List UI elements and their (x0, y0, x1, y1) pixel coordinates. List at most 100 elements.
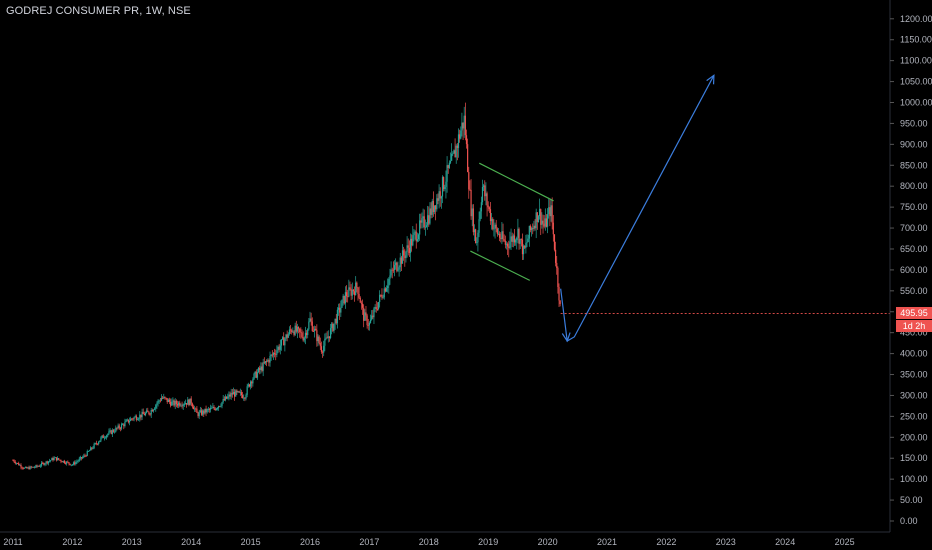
last-price-badge: 495.95 (896, 307, 932, 319)
candle-body (540, 209, 542, 225)
candle-body (414, 231, 416, 233)
candle-body (116, 427, 118, 429)
candle-body (310, 318, 312, 322)
candle-body (13, 460, 15, 462)
symbol-title[interactable]: GODREJ CONSUMER PR, 1W, NSE (6, 5, 191, 17)
candle-body (451, 153, 453, 161)
candle-body (408, 247, 410, 253)
candle-body (19, 464, 21, 466)
candle-body (317, 336, 319, 342)
candle-body (154, 408, 156, 410)
candle-body (213, 406, 215, 409)
candle-body (515, 240, 517, 243)
candle-body (150, 410, 152, 415)
candle-body (95, 443, 97, 444)
candle-body (18, 463, 20, 466)
candle-body (477, 232, 479, 243)
candle-body (445, 181, 447, 187)
candle-body (308, 321, 310, 330)
candle-body (448, 162, 450, 168)
candle-body (58, 458, 60, 460)
candle-body (229, 394, 231, 397)
candle-body (122, 424, 124, 426)
candle-body (173, 400, 175, 406)
candle-body (232, 392, 235, 395)
candle-body (220, 405, 222, 407)
candle-body (157, 400, 159, 404)
channel-upper-line (479, 162, 554, 202)
time-axis[interactable]: 2011 2012 2013 2014 2015 2016 2017 2018 2019 2020… (3, 537, 854, 547)
candle-body (205, 408, 207, 413)
candle-body (263, 362, 265, 364)
candle-body (184, 403, 187, 405)
candle-body (140, 414, 142, 418)
candle-body (148, 411, 150, 414)
candle-body (168, 399, 171, 402)
candle-body (242, 395, 244, 398)
candle-body (14, 461, 16, 464)
candle-body (146, 410, 148, 413)
candle-body (480, 202, 482, 212)
candle-body (255, 371, 257, 378)
time-tick-label: 2014 (181, 537, 201, 547)
candle-body (516, 237, 518, 241)
candle-body (271, 354, 273, 356)
price-tick-label: 1100.00 (900, 56, 932, 66)
candle-body (559, 300, 561, 305)
candle-body (347, 296, 349, 298)
price-axis[interactable]: 0.00 50.00 100.00 150.00 200.00 250.00 300.00 3… (890, 14, 932, 526)
candle-body (309, 318, 311, 322)
candle-body (92, 448, 94, 449)
candle-body (478, 219, 480, 233)
candle-body (59, 459, 61, 461)
candle-body (436, 198, 438, 210)
candle-body (21, 467, 23, 469)
candle-body (352, 289, 355, 292)
candle-body (272, 353, 275, 356)
candle-body (291, 330, 293, 332)
candle-body (224, 396, 227, 401)
candle-body (159, 400, 161, 402)
candle-body (79, 457, 81, 459)
candle-body (43, 463, 45, 465)
candle-body (221, 402, 223, 406)
candle-body (203, 410, 205, 414)
candle-body (126, 419, 128, 421)
candle-body (132, 418, 134, 420)
candle-body (28, 467, 30, 470)
candle-body (355, 282, 357, 296)
candle-body (444, 186, 446, 190)
candle-body (262, 362, 264, 371)
bar-countdown-badge: 1d 2h (896, 320, 932, 332)
candle-body (358, 294, 360, 298)
channel-lower-line (470, 250, 531, 281)
candle-body (216, 408, 219, 409)
candle-body (207, 409, 209, 410)
candle-body (135, 416, 137, 420)
candle-body (93, 444, 95, 449)
time-tick-label: 2020 (538, 537, 558, 547)
candle-body (493, 228, 495, 230)
candle-body (67, 461, 69, 463)
price-tick-label: 750.00 (900, 202, 928, 212)
candle-body (361, 303, 364, 308)
candle-body (35, 465, 37, 468)
candle-body (425, 225, 428, 227)
price-tick-label: 850.00 (900, 160, 928, 170)
candle-body (142, 411, 144, 415)
candle-body (163, 396, 165, 399)
candle-body (454, 150, 456, 158)
candle-body (104, 437, 107, 439)
candle-body (303, 337, 305, 341)
candle-body (329, 328, 332, 338)
candle-body (345, 292, 348, 297)
candle-body (390, 269, 392, 276)
candle-body (253, 373, 255, 380)
candle-body (246, 386, 248, 395)
candle-body (141, 411, 143, 418)
candle-body (172, 400, 174, 402)
candle-body (52, 458, 54, 461)
candle-body (275, 354, 277, 356)
candle-body (247, 384, 249, 387)
